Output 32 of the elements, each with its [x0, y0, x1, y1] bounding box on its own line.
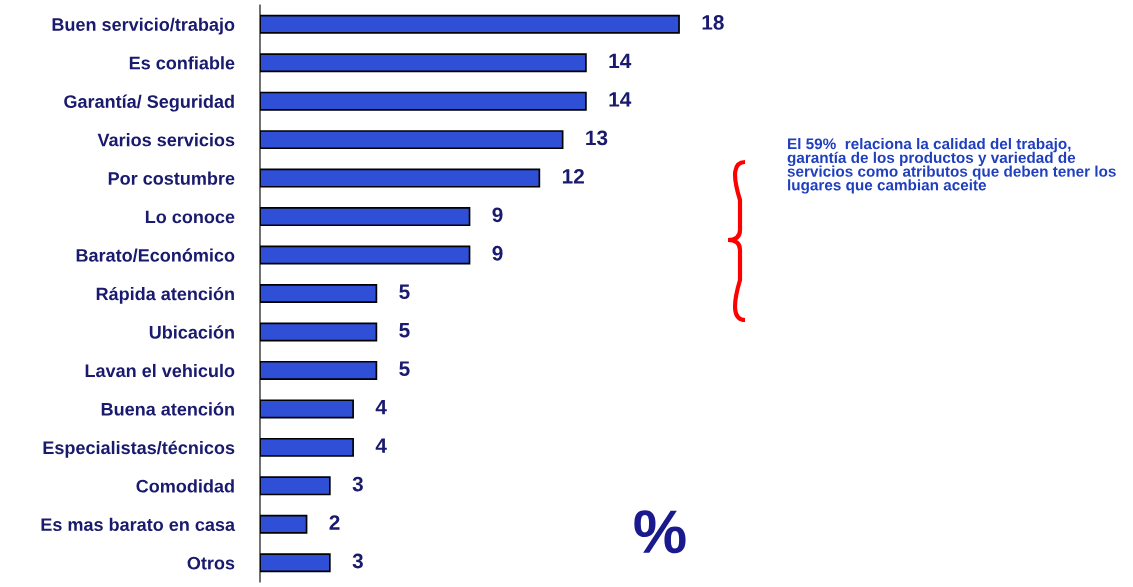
y-tick-label: Comodidad — [136, 479, 234, 493]
y-tick-label: Es confiable — [129, 56, 235, 70]
data-label: 4 — [375, 399, 387, 415]
data-label: 4 — [375, 438, 387, 453]
y-tick-label: Barato/Económico — [76, 248, 235, 262]
y-tick-label: Garantía/ Seguridad — [64, 94, 234, 112]
data-label: 14 — [609, 53, 632, 69]
data-label: 13 — [586, 130, 608, 146]
y-tick-label: Por costumbre — [108, 171, 235, 185]
data-label: 9 — [492, 207, 503, 223]
data-label: 12 — [562, 168, 584, 184]
data-label: 14 — [609, 92, 632, 107]
y-tick-label: Rápida atención — [96, 286, 234, 304]
y-tick-label: Especialistas/técnicos — [43, 440, 235, 458]
y-tick-label: Buen servicio/trabajo — [52, 17, 235, 35]
text: El 59% relaciona la calidad del trabajo, garantía de los productos y variedad de servicios como atributos que deben tener los lugares que cambian aceite — [787, 138, 1116, 194]
data-label: 5 — [399, 284, 410, 300]
y-tick-label: Es mas barato en casa — [41, 517, 236, 532]
data-label: 5 — [399, 323, 410, 338]
data-label: 9 — [492, 245, 503, 261]
y-tick-label: Ubicación — [149, 325, 234, 339]
y-tick-label: Lavan el vehiculo — [85, 363, 235, 378]
data-label: 2 — [329, 515, 340, 530]
data-label: 5 — [399, 361, 410, 377]
y-tick-label: Lo conoce — [145, 210, 235, 224]
annotation: % — [634, 510, 686, 554]
y-tick-label: Buena atención — [101, 402, 234, 416]
data-label: 3 — [352, 553, 363, 569]
data-label: 18 — [702, 15, 724, 30]
data-label: 3 — [352, 476, 363, 492]
y-tick-label: Varios servicios — [97, 133, 235, 147]
y-tick-label: Otros — [187, 556, 235, 570]
